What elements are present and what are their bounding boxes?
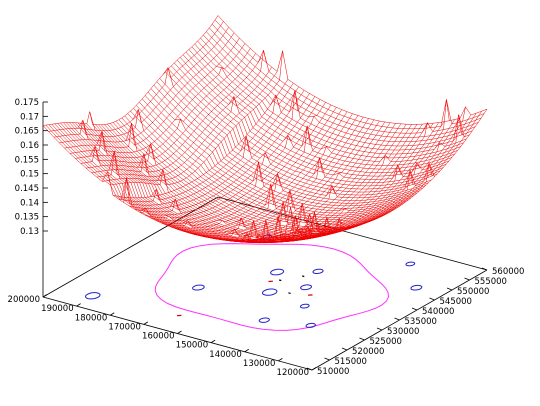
contour-mark bbox=[301, 275, 305, 278]
y-tick-label: 535000 bbox=[405, 317, 437, 327]
y-tick-mark bbox=[394, 317, 400, 321]
contour-loop bbox=[84, 292, 101, 300]
z-tick-label: 0.165 bbox=[15, 127, 39, 137]
z-tick-label: 0.17 bbox=[20, 112, 39, 122]
z-tick-label: 0.135 bbox=[15, 213, 39, 223]
z-axis-ticks: 0.175 0.17 0.165 0.16 0.155 0.15 0.145 0.14 0.13… bbox=[15, 98, 48, 237]
y-tick-mark bbox=[376, 327, 383, 331]
x-tick-label: 190000 bbox=[41, 304, 73, 314]
z-tick-label: 0.14 bbox=[20, 198, 39, 208]
x-tick-label: 130000 bbox=[243, 359, 275, 369]
y-tick-label: 510000 bbox=[317, 367, 349, 377]
contour-loop bbox=[258, 317, 270, 323]
contour-loop bbox=[312, 268, 324, 274]
contour-ring bbox=[154, 243, 390, 331]
x-tick-label: 170000 bbox=[108, 322, 140, 332]
base-edge-back bbox=[217, 196, 488, 271]
base-contours bbox=[84, 234, 423, 331]
surface-mesh-cols bbox=[42, 15, 488, 244]
y-tick-mark bbox=[359, 337, 365, 341]
z-tick-label: 0.13 bbox=[20, 227, 39, 237]
y-tick-label: 545000 bbox=[440, 297, 472, 307]
y-tick-label: 555000 bbox=[475, 277, 507, 287]
x-tick-mark bbox=[177, 330, 182, 334]
x-tick-mark bbox=[278, 358, 283, 362]
contour-mark bbox=[278, 279, 282, 282]
x-tick-label: 160000 bbox=[142, 332, 174, 342]
z-tick-label: 0.175 bbox=[15, 98, 39, 108]
contour-loop bbox=[270, 268, 285, 276]
surface-mesh-rows bbox=[42, 15, 488, 244]
z-tick-label: 0.155 bbox=[15, 155, 39, 165]
x-tick-mark bbox=[42, 294, 48, 298]
x-tick-label: 180000 bbox=[75, 313, 107, 323]
y-tick-mark bbox=[481, 267, 488, 271]
z-tick-label: 0.16 bbox=[20, 141, 39, 151]
surface-mesh bbox=[42, 15, 488, 244]
base-edge-left bbox=[42, 196, 219, 298]
x-tick-label: 120000 bbox=[277, 368, 309, 378]
y-tick-mark bbox=[446, 287, 453, 291]
y-axis-ticks: 5100005150005200005250005300005350005400… bbox=[306, 267, 524, 377]
y-tick-label: 525000 bbox=[370, 337, 402, 347]
x-tick-label: 150000 bbox=[176, 341, 208, 351]
x-tick-mark bbox=[76, 303, 81, 307]
y-tick-label: 520000 bbox=[352, 347, 384, 357]
y-tick-mark bbox=[429, 297, 435, 301]
y-tick-mark bbox=[341, 347, 348, 351]
y-tick-label: 540000 bbox=[422, 307, 454, 317]
contour-loop bbox=[261, 288, 278, 296]
x-tick-mark bbox=[210, 339, 216, 343]
contour-loop bbox=[300, 284, 313, 291]
z-tick-label: 0.15 bbox=[20, 170, 39, 180]
y-tick-mark bbox=[306, 367, 313, 371]
x-tick-mark bbox=[143, 321, 149, 325]
contour-loop bbox=[305, 322, 316, 328]
x-tick-label: 140000 bbox=[209, 350, 241, 360]
x-tick-label: 200000 bbox=[8, 295, 40, 305]
y-tick-mark bbox=[411, 307, 418, 311]
y-tick-mark bbox=[324, 357, 330, 361]
contour-loop bbox=[300, 303, 310, 309]
y-tick-mark bbox=[464, 277, 470, 281]
contour-loop bbox=[405, 261, 416, 267]
y-tick-label: 515000 bbox=[335, 357, 367, 367]
y-tick-label: 530000 bbox=[387, 327, 419, 337]
x-tick-mark bbox=[311, 367, 317, 371]
z-tick-label: 0.145 bbox=[15, 184, 39, 194]
x-tick-mark bbox=[110, 312, 115, 316]
y-tick-label: 550000 bbox=[457, 287, 489, 297]
contour-loop bbox=[410, 284, 423, 291]
contour-loop bbox=[192, 284, 205, 291]
contour-mark bbox=[288, 292, 291, 294]
x-tick-mark bbox=[244, 348, 249, 353]
x-axis-ticks: 2000001900001800001700001600001500001400… bbox=[8, 294, 317, 378]
y-tick-label: 560000 bbox=[492, 267, 524, 277]
